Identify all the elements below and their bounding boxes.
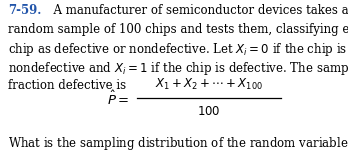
Text: A manufacturer of semiconductor devices takes a: A manufacturer of semiconductor devices … [46,4,348,17]
Text: $100$: $100$ [197,105,221,118]
Text: nondefective and $X_i = 1$ if the chip is defective. The sample: nondefective and $X_i = 1$ if the chip i… [8,60,348,77]
Text: fraction defective is: fraction defective is [8,79,126,92]
Text: $\hat{P} =$: $\hat{P} =$ [106,89,129,108]
Text: 7-59.: 7-59. [8,4,41,17]
Text: What is the sampling distribution of the random variable $\hat{P}$?: What is the sampling distribution of the… [8,132,348,153]
Text: $X_1 + X_2 + \cdots + X_{100}$: $X_1 + X_2 + \cdots + X_{100}$ [155,77,263,92]
Text: random sample of 100 chips and tests them, classifying each: random sample of 100 chips and tests the… [8,23,348,36]
Text: chip as defective or nondefective. Let $X_i = 0$ if the chip is: chip as defective or nondefective. Let $… [8,41,347,58]
